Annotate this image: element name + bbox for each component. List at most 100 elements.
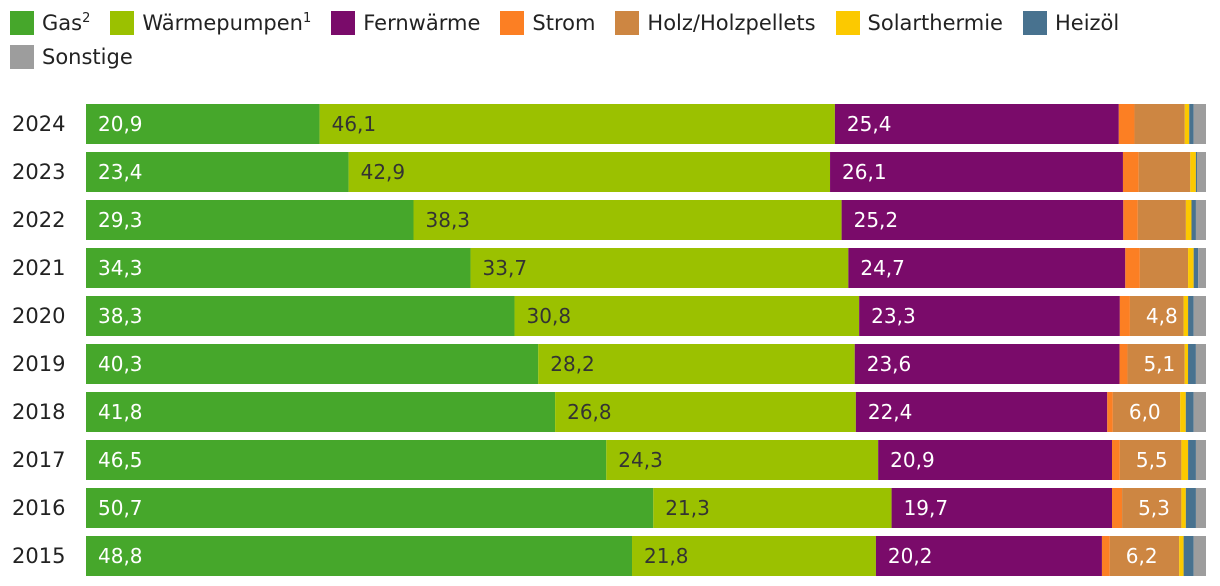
bar-segment-heizöl [1188,296,1194,336]
bar-segment-solarthermie [1184,104,1190,144]
bar-value-label: 20,9 [98,112,143,136]
bar-segment-fernwärme [875,536,1102,576]
bar-value-label: 25,2 [854,208,899,232]
legend-swatch [835,11,860,35]
bar-segment-heizöl [1193,248,1199,288]
bar-segment-wärmepumpen [632,536,876,576]
bar-segment-solarthermie [1190,152,1196,192]
bar-value-label: 38,3 [426,208,471,232]
legend-swatch [331,11,356,35]
bar-segment-holz-holzpellets [1112,392,1181,432]
bar-value-label: 48,8 [98,544,143,568]
bar-segment-fernwärme [834,104,1119,144]
bar-value-label: 22,4 [868,400,913,424]
bar-value-label: 46,5 [98,448,143,472]
bar-value-label: 26,8 [567,400,612,424]
legend-label: Fernwärme [363,11,480,35]
bar-segment-heizöl [1185,488,1196,528]
legend-item: Strom [500,10,595,36]
bar-value-label: 21,8 [644,544,689,568]
bar-value-label: 33,7 [483,256,528,280]
bar-segment-fernwärme [848,248,1126,288]
bar-segment-strom [1125,248,1140,288]
legend-swatch [615,11,640,35]
bar-segment-fernwärme [891,488,1113,528]
bar-segment-solarthermie [1180,392,1186,432]
bar-segment-sonstige [1195,200,1206,240]
bar-segment-wärmepumpen [319,104,835,144]
bar-segment-sonstige [1197,152,1206,192]
bar-segment-holz-holzpellets [1129,296,1184,336]
bar-segment-strom [1112,488,1123,528]
bar-value-label: 46,1 [332,112,377,136]
bar-value-label: 26,1 [842,160,887,184]
bar-value-label: 25,4 [847,112,892,136]
bar-segment-holz-holzpellets [1134,104,1185,144]
legend-footnote-mark: 2 [82,11,91,26]
bar-segment-wärmepumpen [555,392,856,432]
legend-item: Heizöl [1022,10,1119,36]
legend-swatch [1022,11,1047,35]
bar-segment-solarthermie [1185,200,1192,240]
bar-segment-fernwärme [841,200,1124,240]
bar-segment-gas [86,296,515,336]
bar-value-label: 6,0 [1129,400,1161,424]
year-label: 2015 [12,544,65,568]
bar-segment-gas [86,104,320,144]
legend-item: Holz/Holzpellets [615,10,816,36]
legend-swatch [110,11,135,35]
bar-value-label: 4,8 [1146,304,1178,328]
bar-segment-wärmepumpen [606,440,879,480]
bar-value-label: 30,8 [527,304,572,328]
bar-value-label: 23,4 [98,160,143,184]
year-label: 2022 [12,208,65,232]
bar-value-label: 40,3 [98,352,143,376]
bar-segment-gas [86,488,654,528]
bar-segment-wärmepumpen [538,344,855,384]
bar-segment-gas [86,200,414,240]
legend-label: Strom [532,11,595,35]
bar-segment-wärmepumpen [348,152,831,192]
bar-segment-strom [1119,344,1128,384]
bar-value-label: 20,2 [888,544,933,568]
bar-segment-gas [86,440,607,480]
bar-value-label: 28,2 [550,352,595,376]
legend: Gas2 Wärmepumpen1 Fernwärme Strom Holz/Holzp… [10,10,1215,70]
bar-segment-sonstige [1195,344,1206,384]
year-label: 2024 [12,112,65,136]
bar-value-label: 5,5 [1136,448,1168,472]
legend-label: Heizöl [1055,11,1119,35]
bar-segment-holz-holzpellets [1139,248,1189,288]
year-label: 2017 [12,448,65,472]
bar-segment-fernwärme [878,440,1113,480]
bar-segment-holz-holzpellets [1119,440,1182,480]
bar-value-label: 23,6 [867,352,912,376]
legend-label-text: Gas [42,11,83,35]
bar-value-label: 24,3 [618,448,663,472]
bar-segment-holz-holzpellets [1122,488,1182,528]
bar-value-label: 38,3 [98,304,143,328]
bar-segment-sonstige [1193,104,1206,144]
legend-item: Gas2 [10,10,90,36]
bar-segment-gas [86,248,471,288]
legend-label-text: Holz/Holzpellets [647,11,816,35]
bar-segment-gas [86,344,539,384]
bar-segment-heizöl [1188,344,1196,384]
legend-label: Gas2 [42,11,90,35]
legend-swatch [10,11,34,35]
bar-segment-strom [1122,152,1139,192]
bar-segment-strom [1118,104,1135,144]
bar-segment-heizöl [1191,200,1196,240]
bar-segment-strom [1107,392,1113,432]
bar-segment-solarthermie [1184,344,1189,384]
bar-segment-fernwärme [854,344,1120,384]
bar-segment-wärmepumpen [470,248,849,288]
year-label: 2021 [12,256,65,280]
bar-segment-gas [86,392,556,432]
legend-label-text: Solarthermie [867,11,1003,35]
legend-item: Wärmepumpen1 [110,10,311,36]
bar-segment-wärmepumpen [653,488,892,528]
bar-segment-gas [86,536,633,576]
bar-segment-wärmepumpen [514,296,860,336]
bar-segment-holz-holzpellets [1138,152,1191,192]
